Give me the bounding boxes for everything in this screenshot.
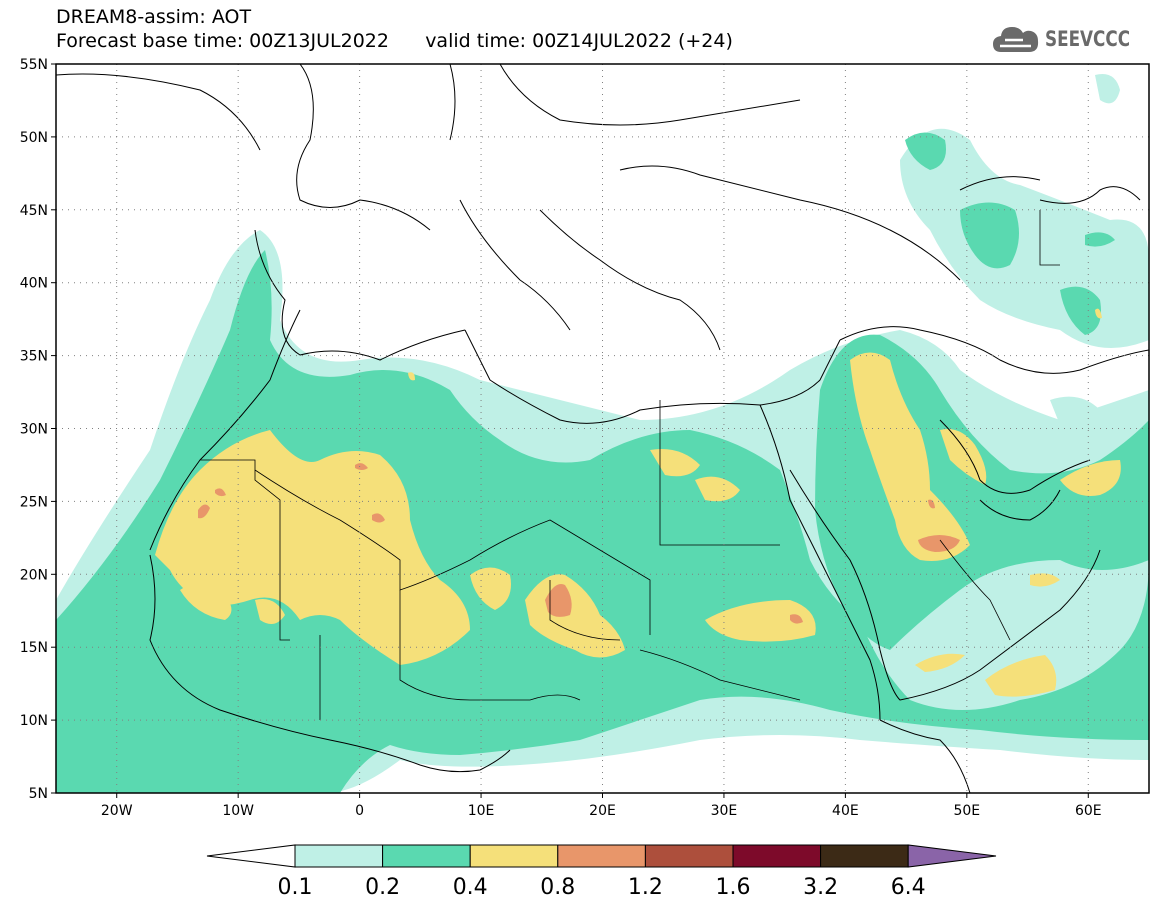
lon-tick-label: 50E bbox=[953, 803, 980, 819]
map-title: DREAM8-assim: AOT bbox=[56, 6, 252, 28]
lon-tick-label: 30E bbox=[711, 803, 738, 819]
lat-tick-label: 55N bbox=[20, 57, 48, 73]
lat-tick-label: 40N bbox=[20, 276, 48, 292]
map-plot-area bbox=[56, 64, 1149, 793]
lat-tick-label: 50N bbox=[20, 130, 48, 146]
colorbar-label: 1.6 bbox=[716, 875, 751, 900]
lat-tick-label: 20N bbox=[20, 567, 48, 583]
lat-tick-label: 15N bbox=[20, 640, 48, 656]
colorbar-label: 6.4 bbox=[891, 875, 926, 900]
lat-tick-label: 5N bbox=[29, 786, 48, 802]
colorbar-label: 0.4 bbox=[453, 875, 488, 900]
lat-tick-label: 25N bbox=[20, 494, 48, 510]
colorbar-segment bbox=[294, 844, 384, 868]
lon-tick-label: 20E bbox=[589, 803, 616, 819]
aot-contour-0.4 bbox=[155, 308, 1121, 697]
seevccc-logo: SEEVCCC bbox=[991, 22, 1151, 56]
colorbar-low-extend bbox=[206, 844, 296, 868]
logo-text: SEEVCCC bbox=[1044, 27, 1130, 51]
longitude-axis: 20W 10W 0 10E 20E 30E 40E 50E 60E bbox=[101, 793, 1102, 819]
lat-lon-grid bbox=[56, 64, 1149, 793]
colorbar-segment bbox=[732, 844, 822, 868]
colorbar-segment bbox=[644, 844, 734, 868]
latitude-axis: 55N 50N 45N 40N 35N 30N 25N 20N 15N 10N 5N bbox=[20, 57, 56, 802]
lat-tick-label: 35N bbox=[20, 349, 48, 365]
colorbar-segment bbox=[557, 844, 646, 868]
lat-tick-label: 30N bbox=[20, 422, 48, 438]
lon-tick-label: 20W bbox=[101, 803, 133, 819]
colorbar-label: 0.8 bbox=[540, 875, 575, 900]
colorbar-label: 3.2 bbox=[803, 875, 838, 900]
colorbar-label: 1.2 bbox=[628, 875, 663, 900]
colorbar: 0.1 0.2 0.4 0.8 1.2 1.6 3.2 6.4 bbox=[206, 844, 997, 900]
colorbar-high-extend bbox=[907, 844, 997, 868]
lon-tick-label: 60E bbox=[1075, 803, 1102, 819]
colorbar-segment bbox=[382, 844, 471, 868]
colorbar-segment bbox=[820, 844, 909, 868]
lon-tick-label: 10E bbox=[468, 803, 495, 819]
lon-tick-label: 0 bbox=[355, 803, 364, 819]
aot-contour-0.8 bbox=[198, 463, 960, 624]
forecast-time-line: Forecast base time: 00Z13JUL2022 valid t… bbox=[56, 30, 733, 52]
lat-tick-label: 45N bbox=[20, 203, 48, 219]
colorbar-label: 0.1 bbox=[278, 875, 313, 900]
lat-tick-label: 10N bbox=[20, 713, 48, 729]
coastlines-borders bbox=[56, 64, 1149, 793]
lon-tick-label: 10W bbox=[222, 803, 254, 819]
cloud-icon bbox=[992, 27, 1038, 52]
colorbar-label: 0.2 bbox=[365, 875, 400, 900]
lon-tick-label: 40E bbox=[832, 803, 859, 819]
colorbar-segment bbox=[469, 844, 559, 868]
political-borders bbox=[200, 210, 1060, 720]
